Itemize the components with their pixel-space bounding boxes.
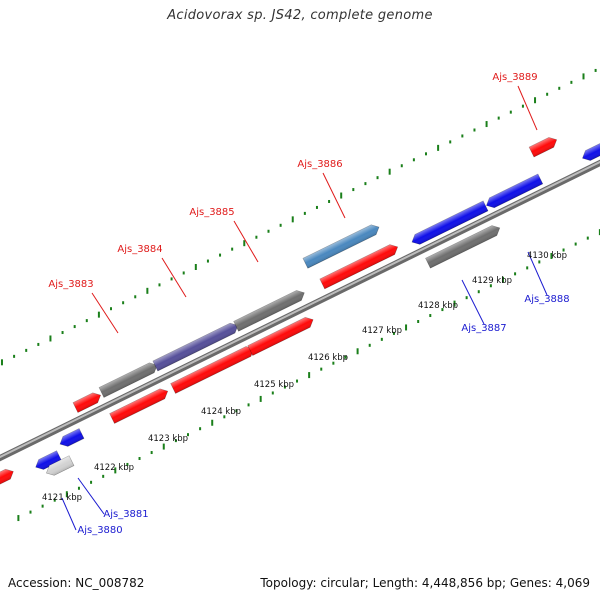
gene-11[interactable] <box>233 288 307 332</box>
leader-line <box>322 172 346 219</box>
gene-label[interactable]: Ajs_3885 <box>189 207 234 218</box>
backbone <box>0 159 600 462</box>
gene-17[interactable] <box>528 135 559 158</box>
scale-label: 4122 kbp <box>94 463 134 473</box>
gene-3[interactable] <box>58 428 85 449</box>
gene-9[interactable] <box>152 320 240 372</box>
gene-shine <box>582 135 600 161</box>
leader-line <box>461 279 485 325</box>
tick-marks <box>0 68 600 522</box>
gene-16[interactable] <box>484 173 544 210</box>
gene-14[interactable] <box>425 223 503 269</box>
scale-label: 4125 kbp <box>254 380 294 390</box>
gene-shine <box>411 200 489 245</box>
gene-shine <box>46 455 74 476</box>
gene-shine <box>109 388 168 424</box>
gene-shine <box>233 290 305 332</box>
scale-label: 4126 kbp <box>308 353 348 363</box>
gene-6[interactable] <box>109 386 170 424</box>
gene-label[interactable]: Ajs_3884 <box>117 244 162 255</box>
gene-shine <box>73 392 101 413</box>
gene-13[interactable] <box>302 222 381 269</box>
scale-label: 4128 kbp <box>418 301 458 311</box>
map-title: Acidovorax sp. JS42, complete genome <box>167 8 433 23</box>
genes <box>0 135 600 493</box>
leader-line <box>233 220 259 263</box>
gene-shine <box>425 225 500 269</box>
leader-line <box>77 477 105 515</box>
gene-18[interactable] <box>580 135 600 164</box>
scale-label: 4127 kbp <box>362 326 402 336</box>
leader-line <box>517 85 538 131</box>
gene-label[interactable]: Ajs_3881 <box>103 509 148 520</box>
gene-label[interactable]: Ajs_3880 <box>77 525 122 536</box>
leader-line <box>91 292 119 334</box>
gene-4[interactable] <box>44 455 75 478</box>
genome-summary-text: Topology: circular; Length: 4,448,856 bp… <box>260 576 590 590</box>
labels: Ajs_3880 Ajs_3881 Ajs_3883 Ajs_3884 Ajs_3885… <box>48 72 569 536</box>
gene-shine <box>99 362 158 398</box>
gene-label[interactable]: Ajs_3886 <box>297 159 342 170</box>
gene-shine <box>152 323 238 371</box>
gene-label[interactable]: Ajs_3887 <box>461 323 506 334</box>
gene-shine <box>247 317 314 356</box>
leader-line <box>527 251 548 296</box>
gene-shine <box>170 346 254 394</box>
scale-labels: 4121 kbp 4122 kbp 4123 kbp 4124 kbp 4125 kbp… <box>42 251 567 503</box>
gene-7[interactable] <box>98 360 159 398</box>
scale-label: 4130 kbp <box>527 251 567 261</box>
gene-shine <box>319 244 398 289</box>
gene-2[interactable] <box>33 450 62 472</box>
gene-shine <box>0 469 14 493</box>
backbone-line-highlight <box>0 160 600 459</box>
scale-label: 4123 kbp <box>148 434 188 444</box>
gene-shine <box>35 450 62 470</box>
gene-label[interactable]: Ajs_3888 <box>524 294 569 305</box>
gene-1[interactable] <box>0 467 16 493</box>
gene-shine <box>529 137 557 158</box>
gene-shine <box>60 428 84 447</box>
label-leaders <box>61 85 548 531</box>
scale-label: 4121 kbp <box>42 493 82 503</box>
gene-label[interactable]: Ajs_3883 <box>48 279 93 290</box>
leader-line <box>61 497 77 531</box>
gene-10[interactable] <box>247 315 316 356</box>
leader-line <box>161 257 187 298</box>
gene-5[interactable] <box>72 390 103 413</box>
gene-label[interactable]: Ajs_3889 <box>492 72 537 83</box>
accession-text: Accession: NC_008782 <box>8 576 145 590</box>
scale-label: 4129 kbp <box>472 276 512 286</box>
gene-12[interactable] <box>319 242 400 290</box>
gene-15[interactable] <box>410 200 489 247</box>
gene-shine <box>486 174 543 208</box>
scale-label: 4124 kbp <box>201 407 241 417</box>
gene-shine <box>302 224 380 269</box>
